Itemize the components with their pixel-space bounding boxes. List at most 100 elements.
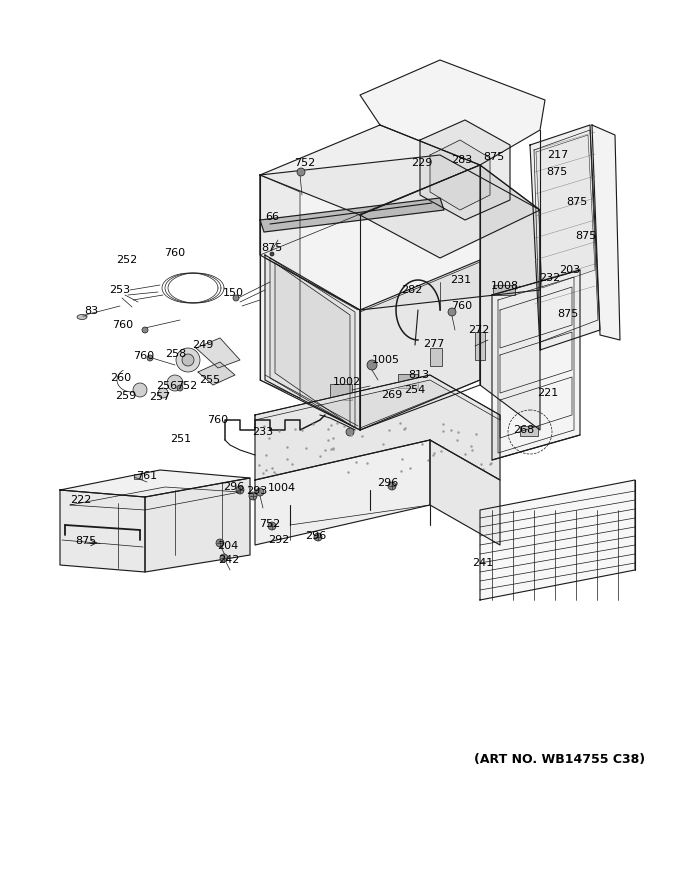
Text: 875: 875 [75, 536, 97, 546]
Text: 760: 760 [452, 301, 473, 311]
Circle shape [270, 252, 274, 256]
Circle shape [176, 348, 200, 372]
Text: 875: 875 [566, 197, 588, 207]
Text: 875: 875 [483, 152, 505, 162]
Text: 252: 252 [116, 255, 137, 265]
Polygon shape [420, 120, 510, 220]
Text: 242: 242 [218, 555, 239, 565]
Bar [493, 285, 515, 295]
Text: 761: 761 [137, 471, 158, 481]
Circle shape [297, 168, 305, 176]
Text: 272: 272 [469, 325, 490, 335]
Text: 269: 269 [381, 390, 403, 400]
Text: 260: 260 [110, 373, 131, 383]
Polygon shape [60, 490, 145, 572]
Polygon shape [265, 255, 360, 430]
Polygon shape [530, 125, 600, 350]
Bar [134, 474, 142, 479]
Circle shape [236, 486, 244, 494]
Bar [398, 374, 418, 388]
Text: 283: 283 [452, 155, 473, 165]
Text: 813: 813 [409, 370, 430, 380]
Circle shape [220, 554, 228, 562]
Text: 249: 249 [192, 340, 214, 350]
Text: 1008: 1008 [491, 281, 519, 291]
Circle shape [158, 388, 168, 398]
Text: 752: 752 [176, 381, 198, 391]
Text: 296: 296 [377, 478, 398, 488]
Circle shape [448, 308, 456, 316]
Polygon shape [260, 125, 480, 215]
Polygon shape [196, 338, 240, 368]
Text: 296: 296 [305, 531, 326, 541]
Text: 83: 83 [84, 306, 98, 316]
Text: (ART NO. WB14755 C38): (ART NO. WB14755 C38) [475, 753, 645, 766]
Circle shape [314, 533, 322, 541]
Text: 232: 232 [539, 273, 560, 283]
Text: 253: 253 [109, 285, 131, 295]
Polygon shape [255, 375, 500, 480]
Polygon shape [270, 258, 355, 428]
Polygon shape [260, 198, 444, 232]
Bar [430, 348, 442, 366]
Circle shape [177, 385, 183, 391]
Circle shape [249, 492, 257, 500]
Text: 760: 760 [207, 415, 228, 425]
Polygon shape [592, 125, 620, 340]
Text: 293: 293 [246, 486, 268, 496]
Polygon shape [430, 440, 500, 545]
Circle shape [167, 375, 183, 391]
Circle shape [388, 482, 396, 490]
Polygon shape [360, 165, 540, 258]
Text: 752: 752 [259, 519, 281, 529]
Circle shape [367, 360, 377, 370]
Circle shape [147, 355, 153, 361]
Text: 203: 203 [560, 265, 581, 275]
Text: 1002: 1002 [333, 377, 361, 387]
Polygon shape [480, 480, 635, 600]
Circle shape [233, 295, 239, 301]
Circle shape [346, 428, 354, 436]
Text: 752: 752 [294, 158, 316, 168]
Bar [475, 332, 485, 360]
Polygon shape [536, 135, 595, 288]
Text: 241: 241 [473, 558, 494, 568]
Polygon shape [260, 175, 300, 398]
Text: 1005: 1005 [372, 355, 400, 365]
Bar [330, 384, 352, 400]
Polygon shape [145, 478, 250, 572]
Text: 296: 296 [223, 482, 245, 492]
Text: 1004: 1004 [268, 483, 296, 493]
Text: 258: 258 [165, 349, 186, 359]
Polygon shape [430, 140, 490, 210]
Polygon shape [255, 375, 500, 420]
Polygon shape [255, 440, 430, 545]
Text: 760: 760 [133, 351, 154, 361]
Text: 204: 204 [218, 541, 239, 551]
Text: 875: 875 [575, 231, 596, 241]
Circle shape [133, 383, 147, 397]
Text: 150: 150 [222, 288, 243, 298]
Circle shape [182, 354, 194, 366]
Text: 875: 875 [546, 167, 568, 177]
Text: 257: 257 [150, 392, 171, 402]
Text: 875: 875 [558, 309, 579, 319]
Polygon shape [275, 263, 350, 425]
Polygon shape [492, 270, 580, 460]
Polygon shape [70, 487, 240, 510]
Polygon shape [260, 155, 540, 310]
Polygon shape [360, 260, 480, 430]
Text: 254: 254 [405, 385, 426, 395]
Text: 259: 259 [116, 391, 137, 401]
Text: 221: 221 [537, 388, 559, 398]
Text: 255: 255 [199, 375, 220, 385]
Text: 233: 233 [252, 427, 273, 437]
Circle shape [216, 539, 224, 547]
Text: 760: 760 [112, 320, 133, 330]
Text: 282: 282 [401, 285, 423, 295]
Circle shape [256, 488, 264, 496]
Polygon shape [480, 165, 540, 430]
Text: 231: 231 [450, 275, 471, 285]
Text: 256: 256 [156, 381, 177, 391]
Bar [520, 426, 538, 436]
